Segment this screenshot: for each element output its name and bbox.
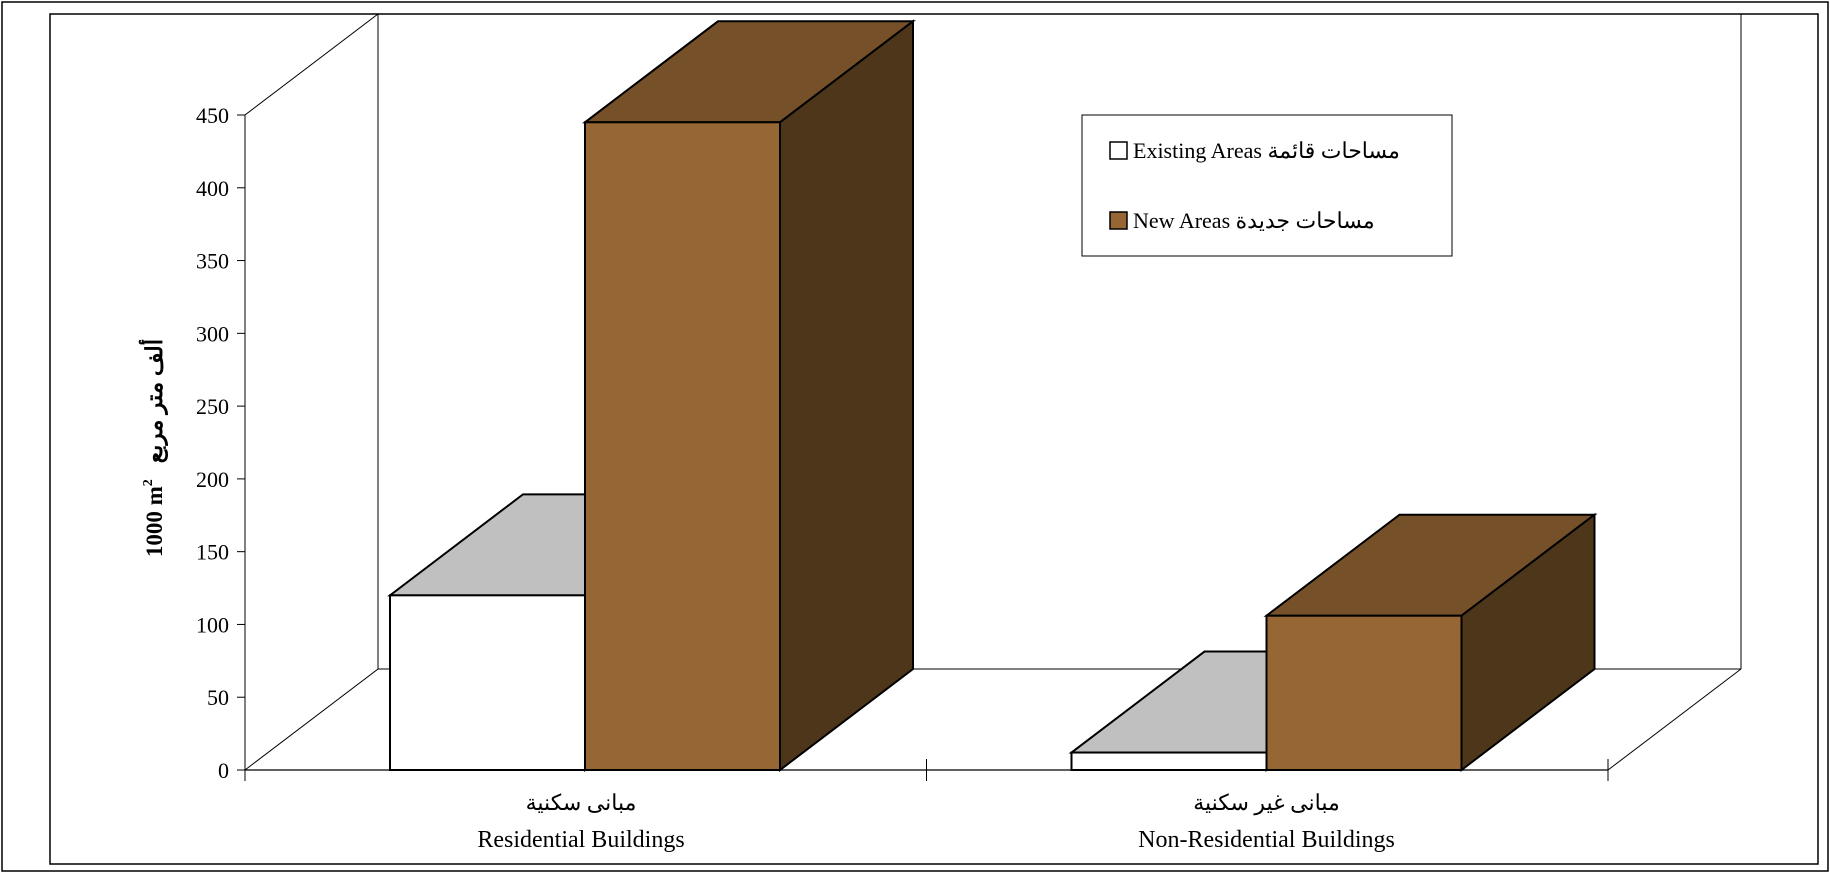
y-axis-label-ar: ألف متر مربع	[138, 339, 169, 463]
category-label-en: Non-Residential Buildings	[1138, 827, 1395, 853]
y-tick-label: 450	[196, 103, 229, 128]
y-tick-label: 0	[218, 758, 229, 783]
category-label-ar: مبانى سكنية	[526, 790, 637, 815]
y-tick-label: 200	[196, 467, 229, 492]
category-label-ar: مبانى غير سكنية	[1193, 790, 1340, 816]
plot-frame	[49, 13, 1819, 865]
y-tick-label: 150	[196, 540, 229, 565]
bar-front	[389, 594, 586, 771]
y-axis-label: 1000 m2 ألف متر مربع	[138, 339, 169, 557]
y-tick-label: 250	[196, 394, 229, 419]
legend-label: New Areas مساحات جديدة	[1133, 208, 1375, 233]
legend-label: Existing Areas مساحات قائمة	[1133, 138, 1400, 163]
legend-label-ar: مساحات قائمة	[1267, 138, 1399, 163]
y-tick-label: 50	[207, 685, 229, 710]
bar	[582, 19, 916, 773]
y-tick-label: 350	[196, 249, 229, 274]
legend-label-ar: مساحات جديدة	[1236, 208, 1375, 233]
legend-swatch	[1109, 141, 1128, 160]
legend: Existing Areas مساحات قائمة New Areas مسا…	[1081, 114, 1453, 257]
bar-front	[1070, 751, 1268, 771]
y-axis-label-superscript: 2	[141, 479, 156, 486]
category-label-en: Residential Buildings	[477, 827, 684, 853]
bar	[1263, 512, 1598, 773]
bar-front	[1265, 614, 1463, 772]
y-tick-label: 300	[196, 321, 229, 346]
legend-label-en: Existing Areas	[1133, 138, 1267, 163]
floor-right-edge	[1607, 668, 1742, 771]
y-tick-label: 100	[196, 612, 229, 637]
y-axis-label-en: 1000 m	[142, 486, 167, 557]
y-tick-label: 400	[196, 176, 229, 201]
bar-front	[584, 121, 781, 772]
svg-text:1000 m2ألف متر مربع: 1000 m2 ألف متر مربع	[138, 339, 169, 557]
legend-box	[1081, 114, 1453, 257]
bar-side	[779, 19, 914, 773]
legend-label-en: New Areas	[1133, 208, 1236, 233]
legend-swatch	[1109, 211, 1128, 230]
